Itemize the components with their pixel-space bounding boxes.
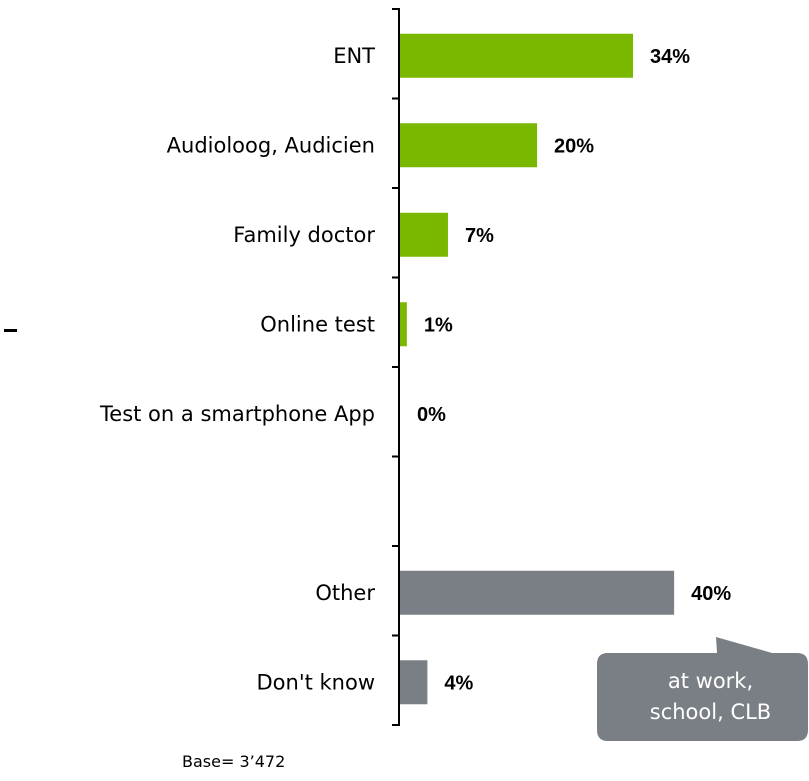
bar xyxy=(400,302,407,347)
category-label: Family doctor xyxy=(233,223,375,247)
value-label: 7% xyxy=(465,225,494,247)
bar xyxy=(400,33,633,78)
value-label: 1% xyxy=(424,314,453,336)
value-label: 4% xyxy=(444,672,473,694)
category-label: Online test xyxy=(260,312,375,336)
base-note: Base= 3’472 xyxy=(182,752,286,771)
callout-text: at work, xyxy=(668,669,753,693)
value-label: 40% xyxy=(691,583,731,605)
value-label: 20% xyxy=(554,135,594,157)
category-label: Don't know xyxy=(256,670,375,694)
category-label: Other xyxy=(315,581,375,605)
value-label: 0% xyxy=(417,404,446,426)
callout-bubble xyxy=(597,637,808,741)
category-label: Audioloog, Audicien xyxy=(167,133,375,157)
side-dash-mark xyxy=(4,329,17,332)
callout-text: school, CLB xyxy=(650,700,771,724)
bar xyxy=(400,660,428,705)
bar xyxy=(400,123,538,168)
category-label: Test on a smartphone App xyxy=(99,402,375,426)
bar xyxy=(400,212,448,257)
category-label: ENT xyxy=(333,44,375,68)
value-label: 34% xyxy=(650,46,690,68)
bar xyxy=(400,570,675,615)
